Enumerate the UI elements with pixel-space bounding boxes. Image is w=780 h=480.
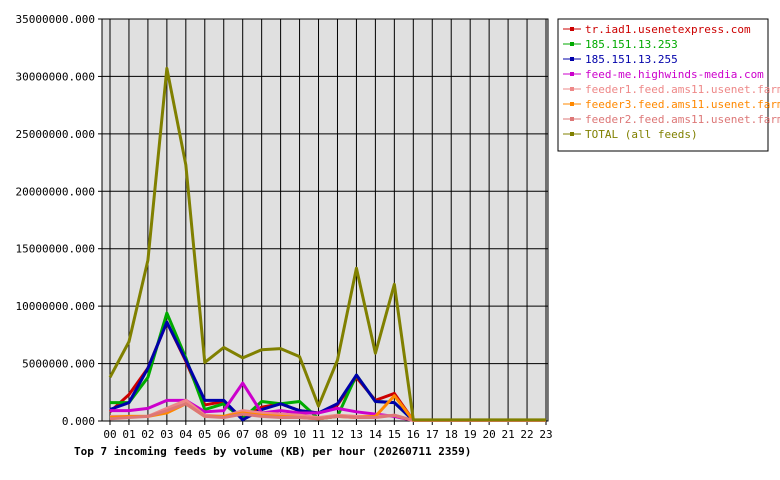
legend: tr.iad1.usenetexpress.com 185.151.13.253 1…	[557, 18, 780, 152]
grid-lines	[98, 18, 548, 425]
legend-marker	[570, 132, 574, 136]
x-tick-label: 22	[520, 428, 533, 441]
x-tick-label: 15	[388, 428, 401, 441]
plot-area	[101, 18, 549, 422]
legend-marker	[570, 27, 574, 31]
legend-marker	[570, 87, 574, 91]
x-tick-label: 17	[426, 428, 439, 441]
legend-marker	[570, 102, 574, 106]
legend-marker	[570, 117, 574, 121]
x-tick-label: 04	[179, 428, 193, 441]
x-tick-label: 01	[122, 428, 135, 441]
legend-label: 185.151.13.255	[585, 53, 678, 66]
y-tick-label: 10000000.000	[16, 300, 95, 313]
x-tick-label: 07	[236, 428, 249, 441]
x-tick-label: 02	[141, 428, 154, 441]
y-tick-label: 25000000.000	[16, 128, 95, 141]
legend-label: tr.iad1.usenetexpress.com	[585, 23, 751, 36]
series-lines	[108, 66, 546, 422]
x-tick-label: 20	[483, 428, 496, 441]
x-tick-label: 19	[464, 428, 477, 441]
legend-marker	[570, 57, 574, 61]
legend-marker	[570, 72, 574, 76]
x-tick-label: 05	[198, 428, 211, 441]
x-tick-label: 08	[255, 428, 268, 441]
y-tick-label: 30000000.000	[16, 70, 95, 83]
x-tick-label: 14	[369, 428, 383, 441]
x-tick-label: 12	[331, 428, 344, 441]
y-tick-label: 35000000.000	[16, 13, 95, 26]
legend-label: feeder2.feed.ams11.usenet.farm	[585, 113, 780, 126]
x-tick-label: 21	[501, 428, 514, 441]
x-tick-label: 13	[350, 428, 363, 441]
legend-label: feeder3.feed.ams11.usenet.farm	[585, 98, 780, 111]
x-tick-label: 18	[445, 428, 458, 441]
series-line	[108, 66, 546, 422]
x-tick-label: 23	[539, 428, 552, 441]
legend-label: 185.151.13.253	[585, 38, 678, 51]
x-tick-label: 00	[103, 428, 116, 441]
chart-title: Top 7 incoming feeds by volume (KB) per …	[74, 445, 471, 458]
y-tick-label: 5000000.000	[22, 358, 95, 371]
y-axis-tick-labels: 0.000 5000000.000 10000000.000 15000000.000…	[16, 13, 95, 428]
x-tick-label: 09	[274, 428, 287, 441]
x-tick-label: 10	[293, 428, 306, 441]
x-tick-label: 11	[312, 428, 325, 441]
y-tick-label: 20000000.000	[16, 185, 95, 198]
legend-label: TOTAL (all feeds)	[585, 128, 698, 141]
x-tick-label: 06	[217, 428, 230, 441]
legend-label: feeder1.feed.ams11.usenet.farm	[585, 83, 780, 96]
x-tick-label: 03	[160, 428, 173, 441]
legend-label: feed-me.highwinds-media.com	[585, 68, 764, 81]
legend-box	[557, 18, 769, 152]
x-tick-label: 16	[407, 428, 420, 441]
y-tick-label: 0.000	[62, 415, 95, 428]
x-axis-tick-labels: 00 01 02 03 04 05 06 07 08 09 10 11 12 13 14 15 16 17 18 19…	[103, 428, 552, 441]
legend-marker	[570, 42, 574, 46]
y-tick-label: 15000000.000	[16, 243, 95, 256]
